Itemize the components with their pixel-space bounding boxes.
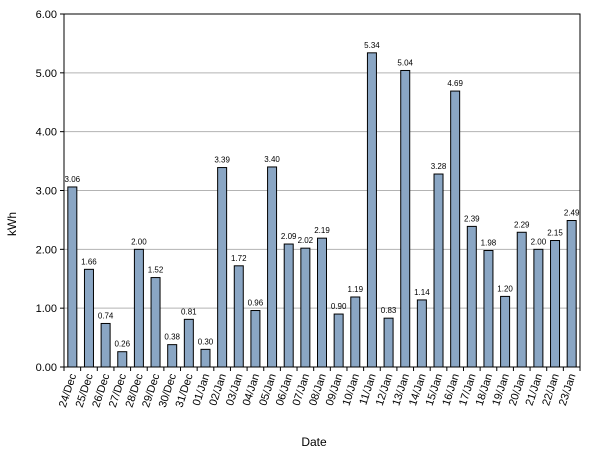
x-axis-title: Date	[301, 435, 327, 449]
data-label: 5.04	[397, 58, 413, 67]
bar	[150, 277, 161, 368]
y-tick-label: 4.00	[36, 127, 57, 139]
data-label: 2.49	[564, 209, 580, 218]
data-label: 2.39	[464, 214, 480, 223]
bar	[267, 166, 278, 368]
bar	[200, 348, 211, 368]
data-label: 0.83	[381, 306, 397, 315]
data-label: 0.26	[114, 340, 130, 349]
bar	[250, 310, 261, 368]
data-label: 3.06	[65, 175, 81, 184]
data-label: 1.66	[81, 257, 97, 266]
data-label: 0.30	[198, 337, 214, 346]
data-label: 0.90	[331, 302, 347, 311]
bar	[317, 237, 327, 368]
data-label: 2.02	[298, 236, 314, 245]
data-label: 1.14	[414, 288, 430, 297]
bar	[500, 295, 511, 368]
data-label: 1.98	[481, 239, 497, 248]
data-label: 2.00	[531, 237, 547, 246]
data-labels: 3.06 1.66 0.74 0.26 2.00 1.52 0.38 0.81 0.30 3.39…	[65, 41, 580, 349]
data-label: 3.39	[214, 156, 230, 165]
data-label: 1.20	[497, 284, 513, 293]
data-label: 2.09	[281, 232, 297, 241]
data-label: 4.69	[447, 79, 463, 88]
data-label: 3.28	[431, 162, 447, 171]
bar	[183, 318, 194, 368]
bar	[233, 265, 244, 368]
bar	[516, 231, 527, 368]
y-tick-label: 2.00	[36, 244, 57, 256]
y-tick-label: 3.00	[36, 186, 57, 198]
bar	[383, 317, 394, 368]
bar	[533, 248, 544, 368]
y-axis-title: kWh	[5, 212, 19, 236]
data-label: 2.15	[547, 229, 563, 238]
bar	[483, 250, 494, 368]
data-label: 1.72	[231, 254, 247, 263]
plot-area-border	[63, 13, 581, 368]
bars	[67, 52, 577, 368]
bar	[566, 220, 577, 368]
data-label: 0.81	[181, 307, 197, 316]
bar	[217, 167, 228, 368]
bar	[67, 186, 78, 368]
bar	[133, 248, 144, 368]
bar	[300, 247, 311, 368]
bar	[400, 69, 411, 368]
data-label: 0.96	[248, 299, 264, 308]
y-tick-label: 0.00	[36, 362, 57, 374]
bar	[466, 225, 477, 368]
y-tick-label: 1.00	[36, 303, 57, 315]
bar	[350, 296, 361, 368]
bar	[433, 173, 444, 368]
bar	[550, 240, 561, 368]
y-axis-ticks: 0.00 1.00 2.00 3.00 4.00 5.00 6.00	[36, 9, 64, 374]
bar	[450, 90, 461, 368]
bar	[333, 313, 344, 368]
data-label: 1.19	[348, 285, 364, 294]
data-label: 1.52	[148, 266, 164, 275]
data-label: 0.38	[164, 333, 180, 342]
bar	[167, 344, 178, 368]
data-label: 0.74	[98, 311, 114, 320]
bar	[83, 268, 94, 368]
y-tick-label: 6.00	[36, 9, 57, 21]
gridlines	[64, 72, 580, 309]
data-label: 2.29	[514, 220, 530, 229]
bar	[283, 243, 294, 368]
data-label: 3.40	[264, 155, 280, 164]
data-label: 5.34	[364, 41, 380, 50]
y-tick-label: 5.00	[36, 68, 57, 80]
bar	[416, 299, 427, 368]
bar	[366, 52, 377, 368]
bar	[117, 351, 128, 368]
bar	[100, 322, 111, 368]
x-axis-ticks: 24/Dec25/Dec26/Dec27/Dec28/Dec29/Dec30/D…	[57, 367, 581, 409]
data-label: 2.00	[131, 237, 147, 246]
data-label: 2.19	[314, 226, 330, 235]
